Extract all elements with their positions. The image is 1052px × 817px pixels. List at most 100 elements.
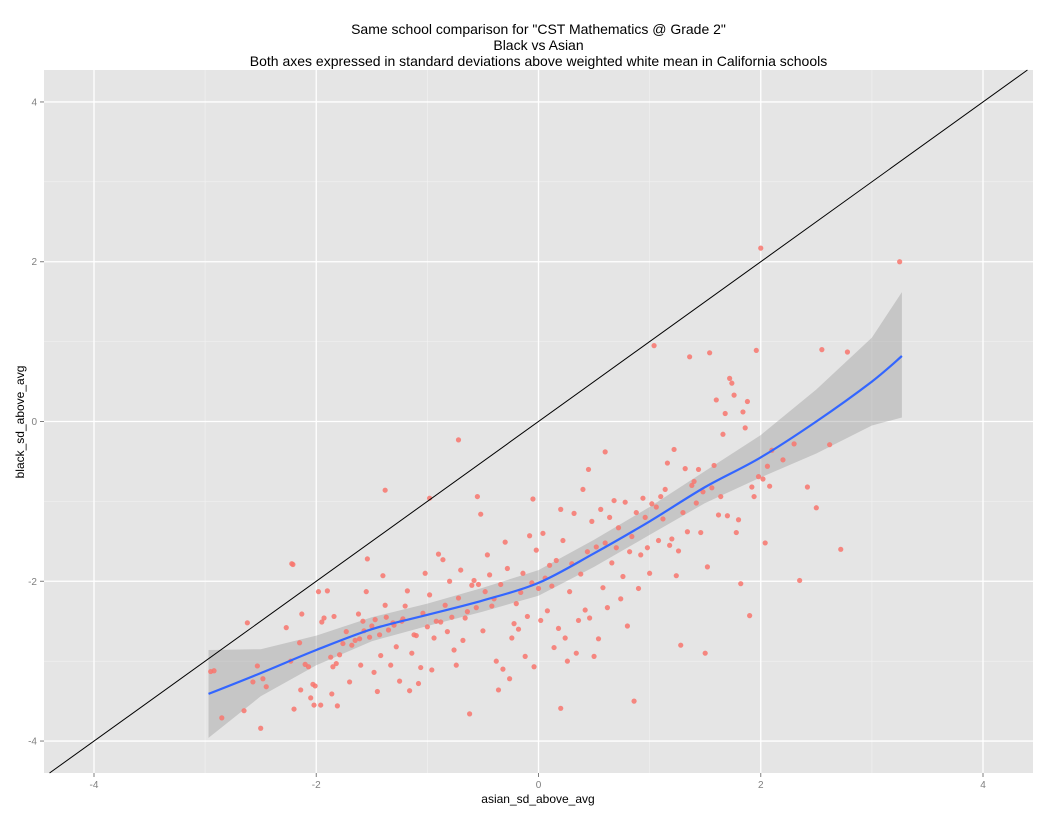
data-point [349,642,355,648]
data-point [740,409,746,415]
data-point [524,613,530,620]
x-tick-label: 2 [758,780,764,791]
data-point [747,613,753,619]
data-point [682,466,688,472]
data-point [250,679,256,685]
data-point [460,637,466,643]
data-point [319,619,325,625]
data-point [489,603,495,609]
data-point [413,632,419,639]
data-point [702,650,708,656]
data-point [329,691,335,697]
data-point [315,589,322,595]
data-point [504,565,510,572]
data-point [602,540,608,546]
data-point [433,618,439,624]
data-point [480,628,486,634]
y-axis-ticks: -4 -2 0 2 4 [28,97,44,748]
data-point [334,703,340,709]
data-point [382,602,388,608]
data-point [571,510,577,516]
data-point [631,698,637,704]
data-point [211,668,217,674]
y-axis-title: black_sd_above_avg [13,366,27,479]
data-point [553,557,559,564]
data-point [366,634,373,640]
data-point [593,544,599,550]
data-point [291,706,297,712]
data-point [358,662,364,668]
data-point [780,457,786,463]
data-point [587,615,593,621]
data-point [363,589,369,595]
data-point [838,546,844,552]
data-point [600,585,606,591]
data-point [540,530,546,536]
data-point [680,509,686,516]
data-point [422,570,428,576]
data-point [484,552,490,558]
data-point [318,702,324,708]
x-tick-label: 0 [536,780,542,791]
y-tick-label: 2 [31,257,37,268]
data-point [530,496,536,502]
data-point [482,589,488,595]
data-point [474,493,480,500]
data-point [333,660,339,667]
data-point [426,592,433,598]
data-point [360,618,366,624]
data-point [544,608,550,614]
data-point [567,589,573,595]
x-tick-label: -2 [312,780,321,791]
data-point [409,650,415,656]
data-point [718,493,724,500]
data-point [406,688,413,694]
grid-lines [44,70,1033,773]
data-point [258,725,264,731]
data-point [219,715,225,721]
data-point [424,624,430,630]
data-point [819,347,825,353]
data-point [658,493,664,500]
data-point [624,623,630,629]
data-point [724,513,731,519]
data-point [804,484,811,490]
data-point [558,705,564,711]
data-point [620,573,626,580]
data-point [582,607,588,613]
data-point [689,482,695,489]
data-point [729,380,735,386]
data-point [673,573,679,579]
data-point [595,636,602,642]
data-point [709,485,715,491]
data-point [704,564,711,570]
data-point [667,542,673,548]
data-point [660,516,666,522]
data-point [444,629,450,635]
data-point [651,343,657,349]
data-point [507,676,513,682]
data-point [695,466,702,473]
data-point [635,585,642,592]
data-point [260,676,266,682]
data-point [311,702,317,708]
data-point [638,552,644,558]
data-point [698,529,704,536]
data-point [471,577,477,584]
data-point [535,585,542,592]
data-point [622,499,628,505]
data-point [283,625,289,631]
data-point [564,658,570,664]
data-point [426,495,433,501]
data-point [749,484,755,490]
data-point [469,582,475,588]
data-point [449,614,455,620]
data-point [575,617,582,624]
data-point [555,625,562,632]
data-point [738,581,744,587]
data-point [797,577,803,584]
data-point [602,449,608,455]
chart-subtitle-1: Black vs Asian [493,37,584,53]
data-point [727,375,733,381]
data-point [321,615,327,621]
